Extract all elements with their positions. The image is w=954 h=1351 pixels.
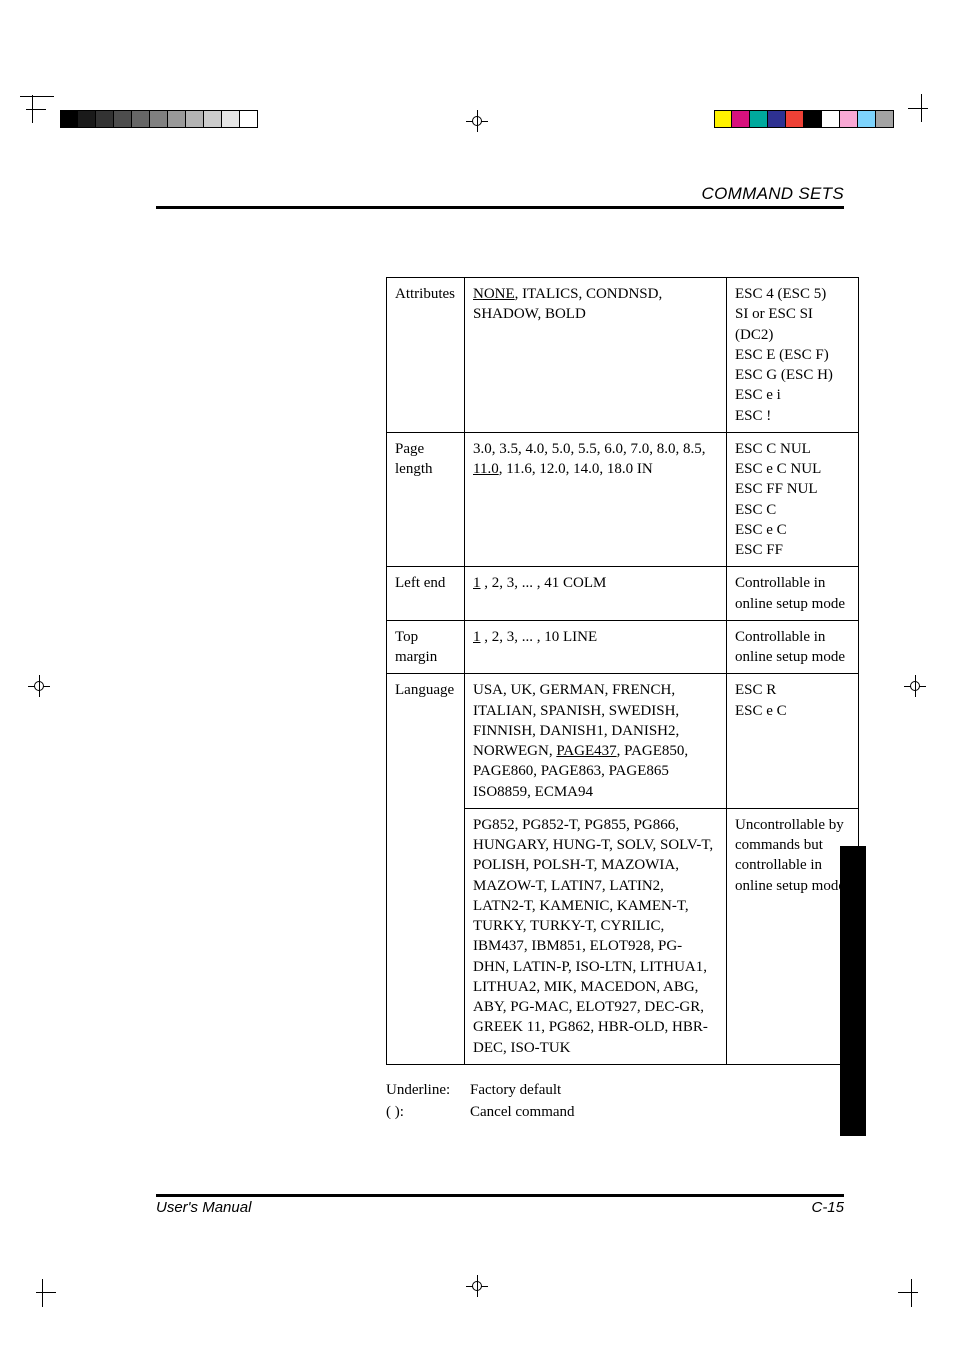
- page-footer: User's Manual C-15: [156, 1199, 844, 1216]
- crop-mark: [900, 96, 934, 130]
- row-options: NONE, ITALICS, CONDNSD, SHADOW, BOLD: [465, 278, 727, 433]
- crop-mark: [30, 1271, 64, 1305]
- row-command: Controllable in online setup mode: [727, 620, 859, 674]
- registration-target-icon: [466, 110, 488, 132]
- row-label: Left end: [387, 567, 465, 621]
- page-body: COMMAND SETS AttributesNONE, ITALICS, CO…: [156, 184, 844, 1216]
- running-head: COMMAND SETS: [156, 184, 844, 204]
- row-label: Attributes: [387, 278, 465, 433]
- footer-left: User's Manual: [156, 1199, 251, 1216]
- legend-value: Cancel command: [470, 1101, 575, 1124]
- row-options: PG852, PG852-T, PG855, PG866, HUNGARY, H…: [465, 808, 727, 1064]
- row-options: 1 , 2, 3, ... , 41 COLM: [465, 567, 727, 621]
- head-rule: [156, 206, 844, 209]
- table-row: Top margin1 , 2, 3, ... , 10 LINEControl…: [387, 620, 859, 674]
- row-command: ESC 4 (ESC 5)SI or ESC SI(DC2)ESC E (ESC…: [727, 278, 859, 433]
- row-options: 1 , 2, 3, ... , 10 LINE: [465, 620, 727, 674]
- table-legend: Underline: Factory default ( ): Cancel c…: [386, 1079, 844, 1124]
- table-row: Page length3.0, 3.5, 4.0, 5.0, 5.5, 6.0,…: [387, 432, 859, 567]
- footer-rule: [156, 1194, 844, 1197]
- row-label: Page length: [387, 432, 465, 567]
- colorbar-process: [714, 110, 894, 128]
- row-label: Language: [387, 674, 465, 1065]
- row-command: ESC C NULESC e C NULESC FF NULESC CESC e…: [727, 432, 859, 567]
- registration-target-icon: [904, 675, 926, 697]
- row-label: Top margin: [387, 620, 465, 674]
- crop-mark: [890, 1271, 924, 1305]
- table-row: AttributesNONE, ITALICS, CONDNSD, SHADOW…: [387, 278, 859, 433]
- footer-right: C-15: [811, 1199, 844, 1216]
- row-command: Uncontrollable by commands but controlla…: [727, 808, 859, 1064]
- command-table: AttributesNONE, ITALICS, CONDNSD, SHADOW…: [386, 277, 858, 1065]
- legend-key: Underline:: [386, 1079, 470, 1102]
- legend-value: Factory default: [470, 1079, 561, 1102]
- scan-page: COMMAND SETS AttributesNONE, ITALICS, CO…: [0, 0, 954, 1351]
- row-command: ESC RESC e C: [727, 674, 859, 809]
- table-row: LanguageUSA, UK, GERMAN, FRENCH, ITALIAN…: [387, 674, 859, 809]
- row-options: USA, UK, GERMAN, FRENCH, ITALIAN, SPANIS…: [465, 674, 727, 809]
- legend-key: ( ):: [386, 1101, 470, 1124]
- colorbar-grayscale: [60, 110, 258, 128]
- table-row: Left end1 , 2, 3, ... , 41 COLMControlla…: [387, 567, 859, 621]
- row-options: 3.0, 3.5, 4.0, 5.0, 5.5, 6.0, 7.0, 8.0, …: [465, 432, 727, 567]
- registration-target-icon: [466, 1275, 488, 1297]
- registration-target-icon: [28, 675, 50, 697]
- crop-mark: [20, 96, 54, 130]
- row-command: Controllable in online setup mode: [727, 567, 859, 621]
